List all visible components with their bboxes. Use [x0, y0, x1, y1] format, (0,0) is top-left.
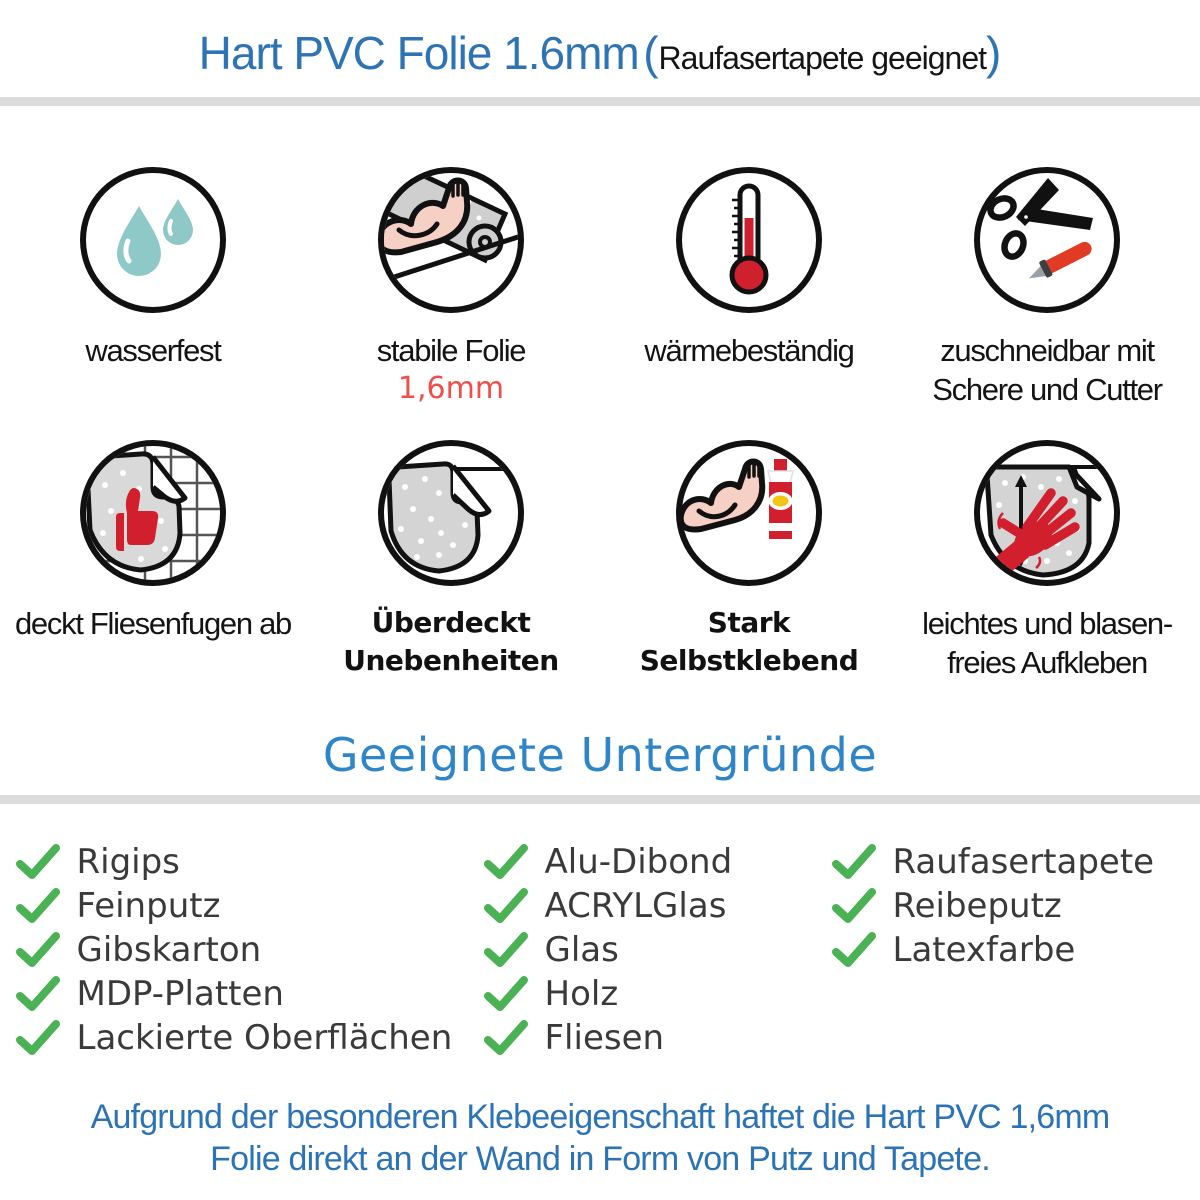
check-icon — [15, 887, 60, 923]
surface-label: Glas — [544, 930, 619, 970]
feature-caption: deckt Fliesenfugen ab — [14, 606, 292, 641]
list-item: MDP-Platten — [15, 972, 484, 1016]
feature-covers-unevenness: Überdeckt Unebenheiten — [302, 435, 600, 682]
feature-caption: Stark — [707, 606, 791, 639]
check-icon — [15, 931, 60, 967]
page-title: Hart PVC Folie 1.6mm (Raufasertapete gee… — [0, 0, 1200, 80]
feature-heat-resistant: wärmebeständig — [600, 162, 898, 409]
water-drops-icon — [75, 162, 231, 318]
title-paren-open: ( — [643, 27, 659, 79]
feature-caption: wärmebeständig — [644, 333, 855, 368]
feature-caption: Unebenheiten — [343, 644, 559, 677]
list-item: Alu-Dibond — [483, 840, 832, 884]
check-icon — [483, 931, 528, 967]
surfaces-section-title: Geeignete Untergründe — [322, 728, 878, 782]
list-item: Lackierte Oberflächen — [15, 1016, 484, 1060]
feature-caption: stabile Folie — [376, 333, 527, 368]
thermometer-icon — [671, 162, 827, 318]
surface-label: MDP-Platten — [76, 974, 284, 1014]
footer-note: Aufgrund der besonderen Klebeeigenschaft… — [0, 1096, 1200, 1180]
feature-waterproof: wasserfest — [4, 162, 302, 409]
surface-label: Holz — [544, 974, 619, 1014]
glue-muscle-icon — [671, 435, 827, 591]
surfaces-column-2: Alu-Dibond ACRYLGlas Glas Holz Fliesen — [483, 840, 832, 1060]
feature-grid: wasserfest — [4, 162, 1196, 682]
feature-self-adhesive: Stark Selbstklebend — [600, 435, 898, 682]
scissors-cutter-icon — [969, 162, 1125, 318]
feature-caption: Selbstklebend — [639, 644, 859, 677]
surfaces-column-1: Rigips Feinputz Gibskarton MDP-Platten L… — [15, 840, 484, 1060]
divider-bar-middle — [0, 795, 1200, 804]
list-item: Reibeputz — [831, 884, 1193, 928]
list-item: Latexfarbe — [831, 928, 1193, 972]
feature-caption: freies Aufkleben — [947, 645, 1148, 680]
surface-label: Reibeputz — [892, 886, 1062, 926]
feature-caption: Schere und Cutter — [932, 372, 1163, 407]
surface-label: Raufasertapete — [892, 842, 1155, 882]
list-item: Holz — [483, 972, 832, 1016]
feature-caption: Überdeckt — [371, 606, 531, 639]
feature-covers-tile-joints: deckt Fliesenfugen ab — [4, 435, 302, 682]
list-item: Raufasertapete — [831, 840, 1193, 884]
check-icon — [483, 887, 528, 923]
surface-label: Feinputz — [76, 886, 221, 926]
divider-bar-top — [0, 97, 1200, 106]
surface-label: Gibskarton — [76, 930, 262, 970]
footer-line-1: Aufgrund der besonderen Klebeeigenschaft… — [90, 1098, 1111, 1136]
surface-label: Latexfarbe — [892, 930, 1076, 970]
surface-label: Rigips — [76, 842, 180, 882]
check-icon — [831, 887, 876, 923]
check-icon — [483, 843, 528, 879]
title-note: Raufasertapete geeignet — [658, 40, 987, 76]
check-icon — [483, 975, 528, 1011]
list-item: Feinputz — [15, 884, 484, 928]
surface-label: ACRYLGlas — [544, 886, 727, 926]
tile-joints-icon — [75, 435, 231, 591]
check-icon — [831, 931, 876, 967]
feature-cuttable: zuschneidbar mit Schere und Cutter — [898, 162, 1196, 409]
strong-film-icon — [373, 162, 529, 318]
check-icon — [15, 1019, 60, 1055]
check-icon — [15, 975, 60, 1011]
film-fold-icon — [373, 435, 529, 591]
footer-line-2: Folie direkt an der Wand in Form von Put… — [210, 1140, 991, 1178]
list-item: ACRYLGlas — [483, 884, 832, 928]
feature-bubble-free: leichtes und blasen- freies Aufkleben — [898, 435, 1196, 682]
list-item: Rigips — [15, 840, 484, 884]
surfaces-list: Rigips Feinputz Gibskarton MDP-Platten L… — [8, 840, 1193, 1060]
feature-caption: wasserfest — [85, 333, 221, 368]
title-paren-close: ) — [986, 27, 1002, 79]
surface-label: Alu-Dibond — [544, 842, 733, 882]
surfaces-column-3: Raufasertapete Reibeputz Latexfarbe — [831, 840, 1193, 1060]
feature-caption: leichtes und blasen- — [922, 606, 1173, 641]
list-item: Fliesen — [483, 1016, 832, 1060]
surface-label: Lackierte Oberflächen — [76, 1018, 453, 1058]
list-item: Glas — [483, 928, 832, 972]
check-icon — [831, 843, 876, 879]
list-item: Gibskarton — [15, 928, 484, 972]
smoothing-hand-icon — [969, 435, 1125, 591]
feature-stable-film: stabile Folie 1,6mm — [302, 162, 600, 409]
title-main: Hart PVC Folie 1.6mm — [198, 27, 640, 79]
surface-label: Fliesen — [544, 1018, 665, 1058]
feature-caption: zuschneidbar mit — [940, 333, 1155, 368]
check-icon — [483, 1019, 528, 1055]
feature-thickness-label: 1,6mm — [397, 371, 505, 406]
check-icon — [15, 843, 60, 879]
